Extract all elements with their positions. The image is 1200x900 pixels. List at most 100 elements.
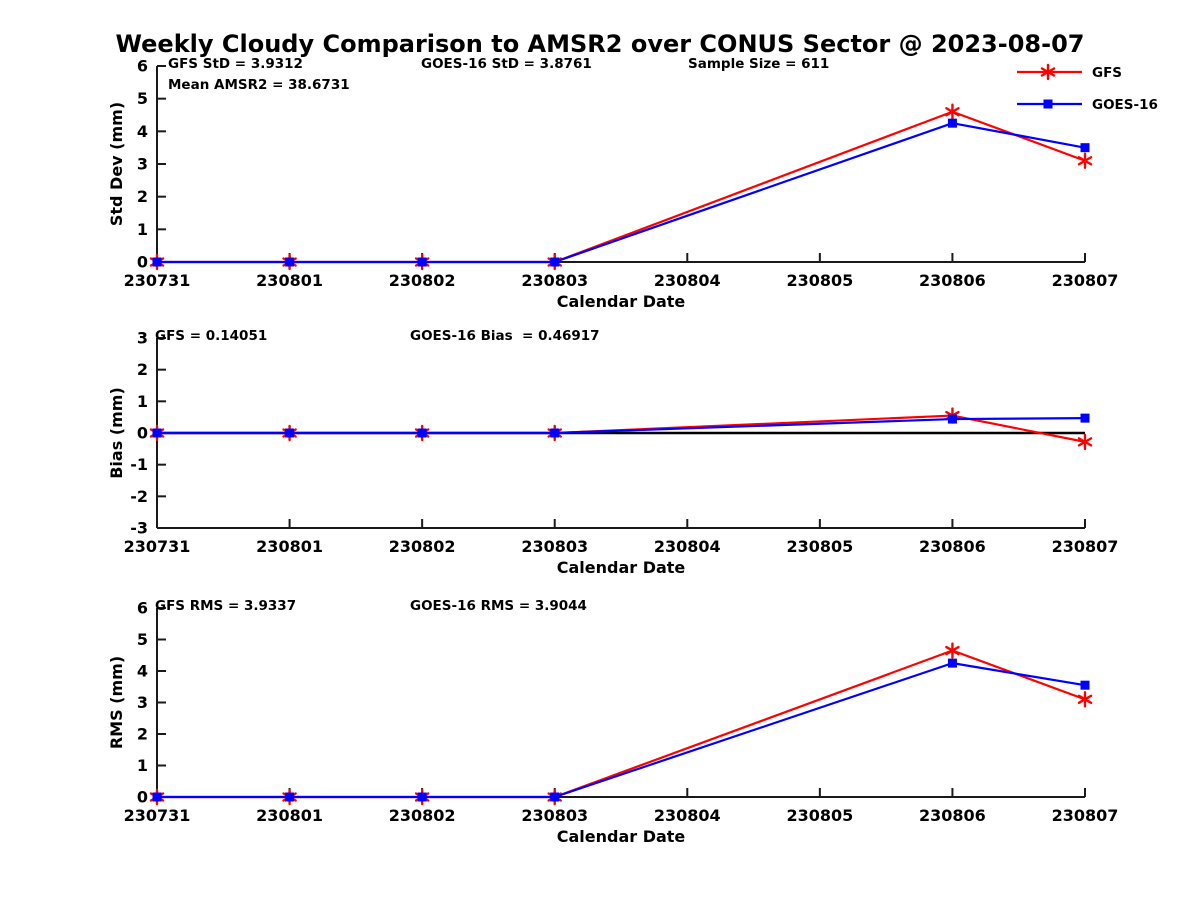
gfs-star-marker <box>1077 691 1093 708</box>
y-tick-label: -1 <box>130 455 148 474</box>
star-spoke <box>1077 694 1093 705</box>
goes-16-markers <box>152 658 1090 802</box>
x-tick-label: 230801 <box>256 271 323 290</box>
y-tick-label: 5 <box>137 89 148 108</box>
x-axis-title: Calendar Date <box>557 827 686 846</box>
y-tick-label: 4 <box>137 122 148 141</box>
y-tick-label: 0 <box>137 788 148 807</box>
star-icon <box>1040 63 1056 81</box>
goes-16-square-marker <box>947 658 957 668</box>
y-tick-label: 4 <box>137 662 148 681</box>
goes-16-square-marker <box>417 257 427 267</box>
goes-16-square-marker <box>285 428 295 438</box>
annotation: GFS = 0.14051 <box>155 328 267 344</box>
star-spoke <box>1077 156 1093 166</box>
figure-title: Weekly Cloudy Comparison to AMSR2 over C… <box>115 30 1085 58</box>
y-axis-title: Std Dev (mm) <box>107 102 126 226</box>
x-tick-label: 230803 <box>521 271 588 290</box>
goes-16-line <box>157 662 1086 799</box>
y-tick-label: 2 <box>137 187 148 206</box>
legend-label: GFS <box>1092 65 1122 81</box>
y-tick-label: 3 <box>137 693 148 712</box>
goes-16-square-marker <box>285 257 295 267</box>
goes-16-square-marker <box>417 428 427 438</box>
gfs-star-marker <box>1077 433 1093 451</box>
x-tick-label: 230807 <box>1052 806 1119 825</box>
x-tick-label: 230802 <box>389 806 456 825</box>
goes-16-square-marker <box>550 428 560 438</box>
annotation: Mean AMSR2 = 38.6731 <box>168 77 350 93</box>
goes-16-square-marker <box>947 118 957 128</box>
y-tick-label: 1 <box>137 756 148 775</box>
x-tick-label: 230802 <box>389 537 456 556</box>
y-tick-label: 3 <box>137 329 148 348</box>
x-tick-label: 230805 <box>786 537 853 556</box>
annotation: GFS StD = 3.9312 <box>168 56 303 72</box>
y-tick-label: 1 <box>137 392 148 411</box>
goes-16-markers <box>152 413 1090 438</box>
x-tick-label: 230801 <box>256 537 323 556</box>
x-tick-label: 230801 <box>256 806 323 825</box>
goes-16-square-marker <box>152 428 162 438</box>
y-tick-label: 0 <box>137 424 148 443</box>
star-spoke <box>1040 67 1056 77</box>
x-tick-label: 230802 <box>389 271 456 290</box>
annotation: GFS RMS = 3.9337 <box>155 598 296 614</box>
goes-16-line <box>157 122 1086 264</box>
x-tick-label: 230731 <box>124 806 191 825</box>
x-tick-label: 230807 <box>1052 271 1119 290</box>
legend: GFS GOES-16 <box>1017 63 1158 113</box>
x-tick-label: 230804 <box>654 806 721 825</box>
annotation: Sample Size = 611 <box>688 56 829 72</box>
y-tick-label: 2 <box>137 360 148 379</box>
annotation: GOES-16 RMS = 3.9044 <box>410 598 587 614</box>
annotation: GOES-16 Bias = 0.46917 <box>410 328 600 344</box>
goes-16-square-marker <box>152 792 162 802</box>
star-spoke <box>945 645 960 656</box>
legend-item-gfs: GFS <box>1017 63 1122 81</box>
x-tick-label: 230803 <box>521 806 588 825</box>
goes-16-square-marker <box>417 792 427 802</box>
x-axis-title: Calendar Date <box>557 292 686 311</box>
x-tick-label: 230804 <box>654 537 721 556</box>
legend-item-goes-16: GOES-16 <box>1017 97 1158 113</box>
x-tick-label: 230805 <box>786 271 853 290</box>
y-axis-title: Bias (mm) <box>107 387 126 479</box>
x-tick-label: 230806 <box>919 537 986 556</box>
goes-16-square-marker <box>1080 413 1090 423</box>
y-tick-label: 3 <box>137 155 148 174</box>
y-tick-label: 6 <box>137 599 148 618</box>
y-tick-label: 1 <box>137 220 148 239</box>
x-tick-label: 230806 <box>919 271 986 290</box>
x-tick-label: 230805 <box>786 806 853 825</box>
x-tick-label: 230803 <box>521 537 588 556</box>
x-tick-label: 230806 <box>919 806 986 825</box>
x-tick-label: 230804 <box>654 271 721 290</box>
gfs-star-marker <box>1077 152 1093 169</box>
annotation: GOES-16 StD = 3.8761 <box>421 56 592 72</box>
y-tick-label: -2 <box>130 487 148 506</box>
star-spoke <box>1077 437 1093 447</box>
goes-16-square-marker <box>152 257 162 267</box>
gfs-star-marker <box>945 103 960 120</box>
y-tick-label: -3 <box>130 519 148 538</box>
y-tick-label: 0 <box>137 253 148 272</box>
x-tick-label: 230731 <box>124 271 191 290</box>
goes-16-square-marker <box>550 257 560 267</box>
y-tick-label: 6 <box>137 57 148 76</box>
star-spoke <box>945 107 960 117</box>
y-axis-title: RMS (mm) <box>107 656 126 749</box>
gfs-star-marker <box>945 642 960 659</box>
x-axis-title: Calendar Date <box>557 558 686 577</box>
x-tick-label: 230731 <box>124 537 191 556</box>
square-icon <box>1043 99 1053 109</box>
y-tick-label: 2 <box>137 725 148 744</box>
goes-16-square-marker <box>1080 680 1090 690</box>
y-tick-label: 5 <box>137 630 148 649</box>
x-tick-label: 230807 <box>1052 537 1119 556</box>
